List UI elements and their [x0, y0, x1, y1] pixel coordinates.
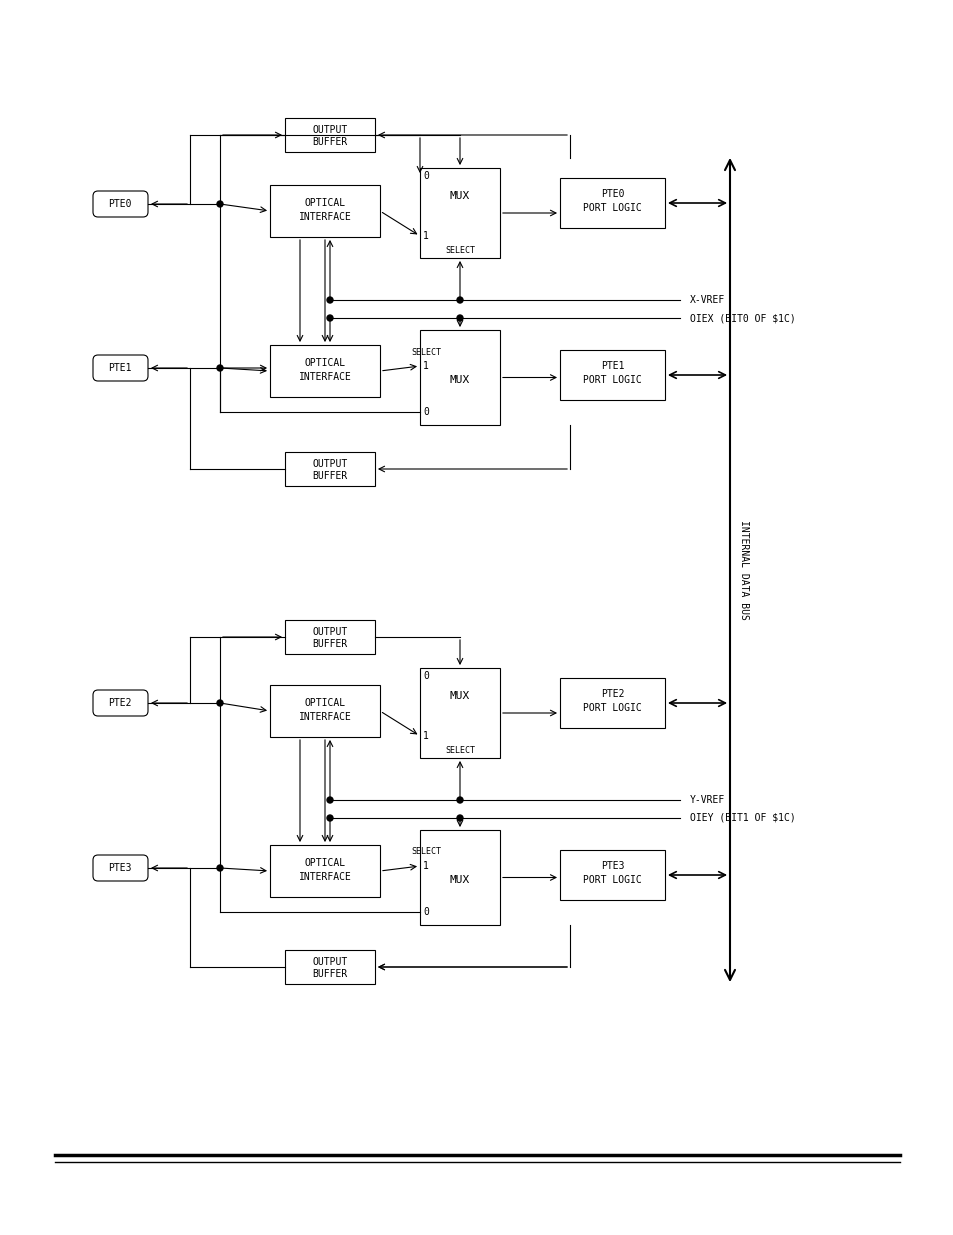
Bar	[559, 178, 664, 228]
Text: OUTPUT: OUTPUT	[312, 627, 347, 637]
Text: INTERFACE: INTERFACE	[298, 713, 351, 722]
Bar	[419, 668, 499, 758]
Text: PORT LOGIC: PORT LOGIC	[582, 375, 641, 385]
Bar	[419, 830, 499, 925]
Text: OPTICAL: OPTICAL	[304, 698, 345, 708]
Text: INTERNAL DATA BUS: INTERNAL DATA BUS	[739, 520, 748, 620]
Text: OPTICAL: OPTICAL	[304, 858, 345, 868]
Circle shape	[327, 296, 333, 303]
Text: SELECT: SELECT	[444, 746, 475, 755]
Text: BUFFER: BUFFER	[312, 471, 347, 480]
Bar	[285, 620, 375, 655]
FancyBboxPatch shape	[92, 855, 148, 881]
Bar	[270, 185, 379, 237]
Bar	[285, 119, 375, 152]
Text: INTERFACE: INTERFACE	[298, 872, 351, 882]
Circle shape	[216, 366, 223, 370]
Text: PTE2: PTE2	[108, 698, 132, 708]
Text: OUTPUT: OUTPUT	[312, 957, 347, 967]
Text: BUFFER: BUFFER	[312, 969, 347, 979]
Bar	[285, 452, 375, 487]
Text: OPTICAL: OPTICAL	[304, 358, 345, 368]
Text: OUTPUT: OUTPUT	[312, 459, 347, 469]
Text: MUX: MUX	[450, 191, 470, 201]
Bar	[285, 950, 375, 984]
Text: MUX: MUX	[450, 876, 470, 885]
Text: PORT LOGIC: PORT LOGIC	[582, 203, 641, 212]
Text: PTE3: PTE3	[600, 861, 623, 871]
Circle shape	[216, 864, 223, 871]
Text: 1: 1	[422, 231, 429, 241]
Text: 1: 1	[422, 361, 429, 370]
Text: INTERFACE: INTERFACE	[298, 212, 351, 222]
Text: PORT LOGIC: PORT LOGIC	[582, 703, 641, 713]
Text: OIEX (BIT0 OF $1C): OIEX (BIT0 OF $1C)	[689, 312, 795, 324]
Text: 0: 0	[422, 408, 429, 417]
FancyBboxPatch shape	[92, 354, 148, 382]
Circle shape	[327, 797, 333, 803]
Bar	[270, 685, 379, 737]
Text: X-VREF: X-VREF	[689, 295, 724, 305]
FancyBboxPatch shape	[92, 690, 148, 716]
Text: OUTPUT: OUTPUT	[312, 125, 347, 135]
Circle shape	[327, 815, 333, 821]
Bar	[559, 850, 664, 900]
Text: PTE2: PTE2	[600, 689, 623, 699]
Text: PORT LOGIC: PORT LOGIC	[582, 876, 641, 885]
Text: PTE1: PTE1	[600, 361, 623, 370]
Text: BUFFER: BUFFER	[312, 137, 347, 147]
Text: BUFFER: BUFFER	[312, 638, 347, 650]
Text: OPTICAL: OPTICAL	[304, 198, 345, 207]
Text: 1: 1	[422, 731, 429, 741]
Circle shape	[456, 797, 462, 803]
Bar	[559, 678, 664, 727]
Text: PTE3: PTE3	[108, 863, 132, 873]
Circle shape	[216, 700, 223, 706]
Text: PTE1: PTE1	[108, 363, 132, 373]
Bar	[419, 168, 499, 258]
Circle shape	[216, 201, 223, 207]
Text: MUX: MUX	[450, 692, 470, 701]
Text: 0: 0	[422, 170, 429, 182]
Text: OIEY (BIT1 OF $1C): OIEY (BIT1 OF $1C)	[689, 813, 795, 823]
Text: 1: 1	[422, 861, 429, 871]
Text: PTE0: PTE0	[600, 189, 623, 199]
Bar	[270, 345, 379, 396]
Text: 0: 0	[422, 906, 429, 918]
Text: SELECT: SELECT	[444, 246, 475, 254]
Text: MUX: MUX	[450, 375, 470, 385]
Text: SELECT: SELECT	[411, 347, 440, 357]
Bar	[559, 350, 664, 400]
FancyBboxPatch shape	[92, 191, 148, 217]
Text: INTERFACE: INTERFACE	[298, 372, 351, 382]
Text: 0: 0	[422, 671, 429, 680]
Circle shape	[456, 815, 462, 821]
Bar	[270, 845, 379, 897]
Circle shape	[327, 315, 333, 321]
Bar	[419, 330, 499, 425]
Circle shape	[456, 315, 462, 321]
Text: SELECT: SELECT	[411, 847, 440, 857]
Text: Y-VREF: Y-VREF	[689, 795, 724, 805]
Text: PTE0: PTE0	[108, 199, 132, 209]
Circle shape	[456, 296, 462, 303]
